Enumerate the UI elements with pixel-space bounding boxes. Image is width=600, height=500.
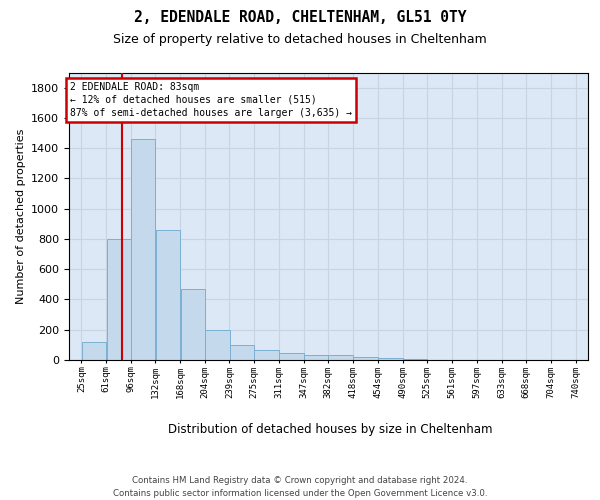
Text: Distribution of detached houses by size in Cheltenham: Distribution of detached houses by size … [168,422,492,436]
Bar [304,354,329,360]
Text: Contains HM Land Registry data © Crown copyright and database right 2024.
Contai: Contains HM Land Registry data © Crown c… [113,476,487,498]
Bar [155,230,180,360]
Bar [328,356,353,360]
Bar [181,289,205,360]
Text: 2 EDENDALE ROAD: 83sqm
← 12% of detached houses are smaller (515)
87% of semi-de: 2 EDENDALE ROAD: 83sqm ← 12% of detached… [70,82,352,118]
Bar [353,357,377,360]
Text: 2, EDENDALE ROAD, CHELTENHAM, GL51 0TY: 2, EDENDALE ROAD, CHELTENHAM, GL51 0TY [134,10,466,25]
Bar [131,139,155,360]
Bar [230,345,254,360]
Text: Size of property relative to detached houses in Cheltenham: Size of property relative to detached ho… [113,32,487,46]
Bar [82,342,106,360]
Bar [403,359,427,360]
Y-axis label: Number of detached properties: Number of detached properties [16,128,26,304]
Bar [254,350,279,360]
Bar [107,239,131,360]
Bar [205,330,230,360]
Bar [280,353,304,360]
Bar [378,358,403,360]
